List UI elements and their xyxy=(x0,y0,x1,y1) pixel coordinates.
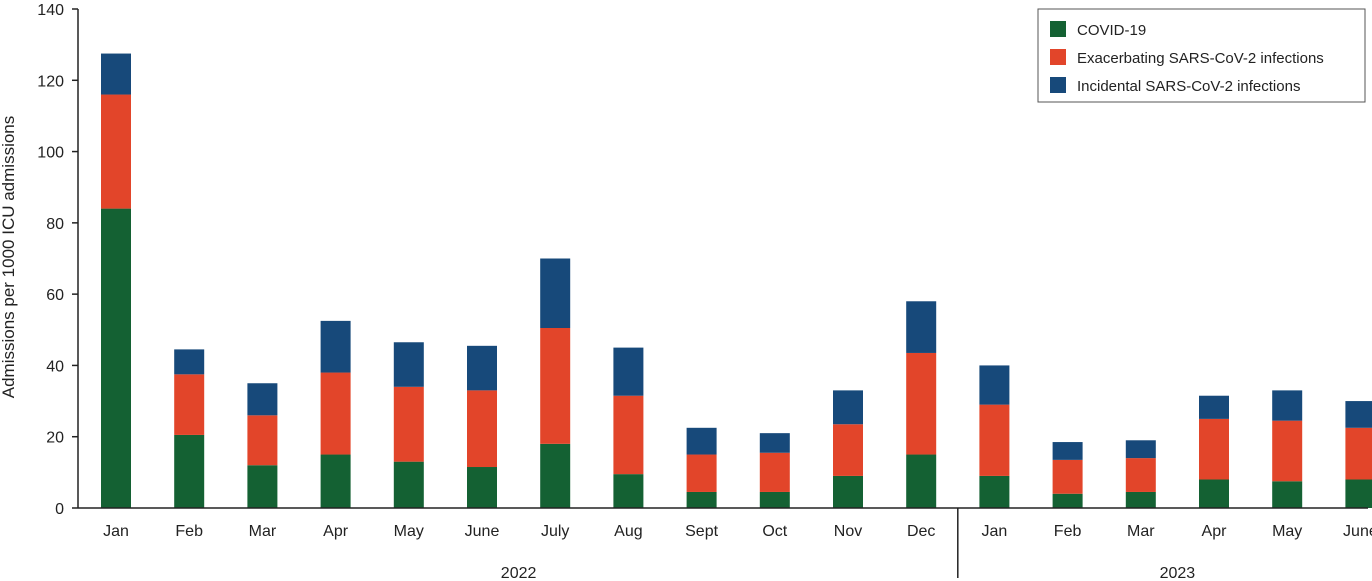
x-tick-label: June xyxy=(465,523,500,540)
x-tick-label: Dec xyxy=(907,523,935,540)
bar-segment-incidental xyxy=(1199,395,1229,419)
y-tick-label: 40 xyxy=(46,358,64,375)
bar-segment-exacerbating xyxy=(101,94,131,209)
x-tick-label: Mar xyxy=(249,523,277,540)
bar-segment-incidental xyxy=(1345,401,1372,428)
bar-segment-exacerbating xyxy=(540,328,571,444)
y-tick-label: 60 xyxy=(46,287,64,304)
x-tick-label: June xyxy=(1343,523,1372,540)
x-tick-label: Feb xyxy=(175,523,203,540)
bar-segment-incidental xyxy=(686,427,717,455)
year-group-label: 2023 xyxy=(1160,565,1196,581)
bar-segment-covid-19 xyxy=(540,443,571,508)
bar-segment-incidental xyxy=(833,390,863,425)
bar-segment-incidental xyxy=(101,53,131,95)
bar-segment-covid-19 xyxy=(906,454,937,508)
x-tick-label: Mar xyxy=(1127,523,1155,540)
x-tick-label: May xyxy=(394,523,424,540)
legend-box xyxy=(1037,8,1366,103)
y-axis-title: Admissions per 1000 ICU admissions xyxy=(0,116,18,399)
legend-label: COVID-19 xyxy=(1077,22,1146,39)
bar-segment-incidental xyxy=(174,349,205,375)
bar-segment-covid-19 xyxy=(1272,481,1303,508)
bar-segment-exacerbating xyxy=(613,395,644,475)
y-tick-label: 140 xyxy=(37,2,64,19)
bar-segment-incidental xyxy=(540,258,571,329)
x-tick-label: Apr xyxy=(323,523,349,540)
bar-segment-covid-19 xyxy=(613,474,644,508)
bar-segment-exacerbating xyxy=(979,404,1010,476)
bar-segment-covid-19 xyxy=(320,454,351,508)
bar-segment-covid-19 xyxy=(833,475,863,508)
bar-segment-exacerbating xyxy=(1272,420,1303,482)
legend-swatch xyxy=(1050,49,1066,65)
bar-segment-covid-19 xyxy=(247,465,278,508)
y-tick-label: 100 xyxy=(37,145,64,162)
bar-segment-exacerbating xyxy=(1345,427,1372,480)
bar-segment-covid-19 xyxy=(686,491,717,508)
x-tick-label: July xyxy=(541,523,569,540)
bar-segment-exacerbating xyxy=(833,424,863,476)
legend-label: Exacerbating SARS-CoV-2 infections xyxy=(1077,50,1324,67)
x-tick-label: Oct xyxy=(762,523,787,540)
bar-segment-incidental xyxy=(1052,442,1083,460)
bar-segment-exacerbating xyxy=(247,415,278,466)
bar-segment-covid-19 xyxy=(1345,479,1372,508)
y-tick-label: 20 xyxy=(46,430,64,447)
bar-segment-incidental xyxy=(393,342,424,387)
bar-segment-incidental xyxy=(467,345,497,391)
y-tick-label: 80 xyxy=(46,216,64,233)
bar-segment-exacerbating xyxy=(686,454,717,492)
legend-label: Incidental SARS-CoV-2 infections xyxy=(1077,78,1300,95)
bar-segment-exacerbating xyxy=(759,452,790,492)
x-tick-label: Aug xyxy=(614,523,642,540)
bar-segment-incidental xyxy=(759,433,790,453)
bar-segment-covid-19 xyxy=(393,461,424,508)
bar-segment-covid-19 xyxy=(1052,493,1083,508)
y-axis: 0 20 40 60 80 100 120 140 xyxy=(37,2,79,518)
bar-segment-exacerbating xyxy=(467,390,497,468)
bars xyxy=(101,53,1372,508)
bar-segment-incidental xyxy=(906,301,937,353)
bar-segment-exacerbating xyxy=(320,372,351,455)
bar-segment-covid-19 xyxy=(979,475,1010,508)
bar-segment-incidental xyxy=(1272,390,1303,421)
legend-swatch xyxy=(1050,77,1066,93)
bar-segment-incidental xyxy=(613,347,644,396)
bar-segment-covid-19 xyxy=(759,491,790,508)
x-axis: Jan Feb Mar Apr May June July Aug Sept Oct Nov Dec J… xyxy=(78,507,1372,581)
bar-segment-covid-19 xyxy=(467,467,497,508)
bar-segment-exacerbating xyxy=(906,352,937,455)
bar-segment-incidental xyxy=(979,365,1010,405)
bar-segment-incidental xyxy=(320,320,351,373)
x-tick-label: Jan xyxy=(103,523,129,540)
y-tick-label: 0 xyxy=(55,501,64,518)
bar-segment-exacerbating xyxy=(1199,418,1229,480)
bar-segment-covid-19 xyxy=(101,208,131,508)
x-tick-label: Jan xyxy=(982,523,1008,540)
legend-swatch xyxy=(1050,21,1066,37)
bar-segment-incidental xyxy=(247,383,278,416)
x-tick-label: May xyxy=(1272,523,1302,540)
bar-segment-incidental xyxy=(1125,440,1156,459)
bar-segment-exacerbating xyxy=(1052,459,1083,494)
year-group-label: 2022 xyxy=(501,565,537,581)
bar-segment-exacerbating xyxy=(393,386,424,462)
x-tick-label: Feb xyxy=(1054,523,1082,540)
bar-segment-covid-19 xyxy=(1199,479,1229,508)
legend: COVID-19 Exacerbating SARS-CoV-2 infectio… xyxy=(1037,8,1366,103)
x-tick-label: Nov xyxy=(834,523,862,540)
x-tick-label: Sept xyxy=(685,523,718,540)
bar-segment-covid-19 xyxy=(174,434,205,508)
bar-segment-covid-19 xyxy=(1125,491,1156,508)
y-tick-label: 120 xyxy=(37,73,64,90)
bar-segment-exacerbating xyxy=(1125,458,1156,492)
bar-segment-exacerbating xyxy=(174,374,205,435)
x-tick-label: Apr xyxy=(1202,523,1228,540)
